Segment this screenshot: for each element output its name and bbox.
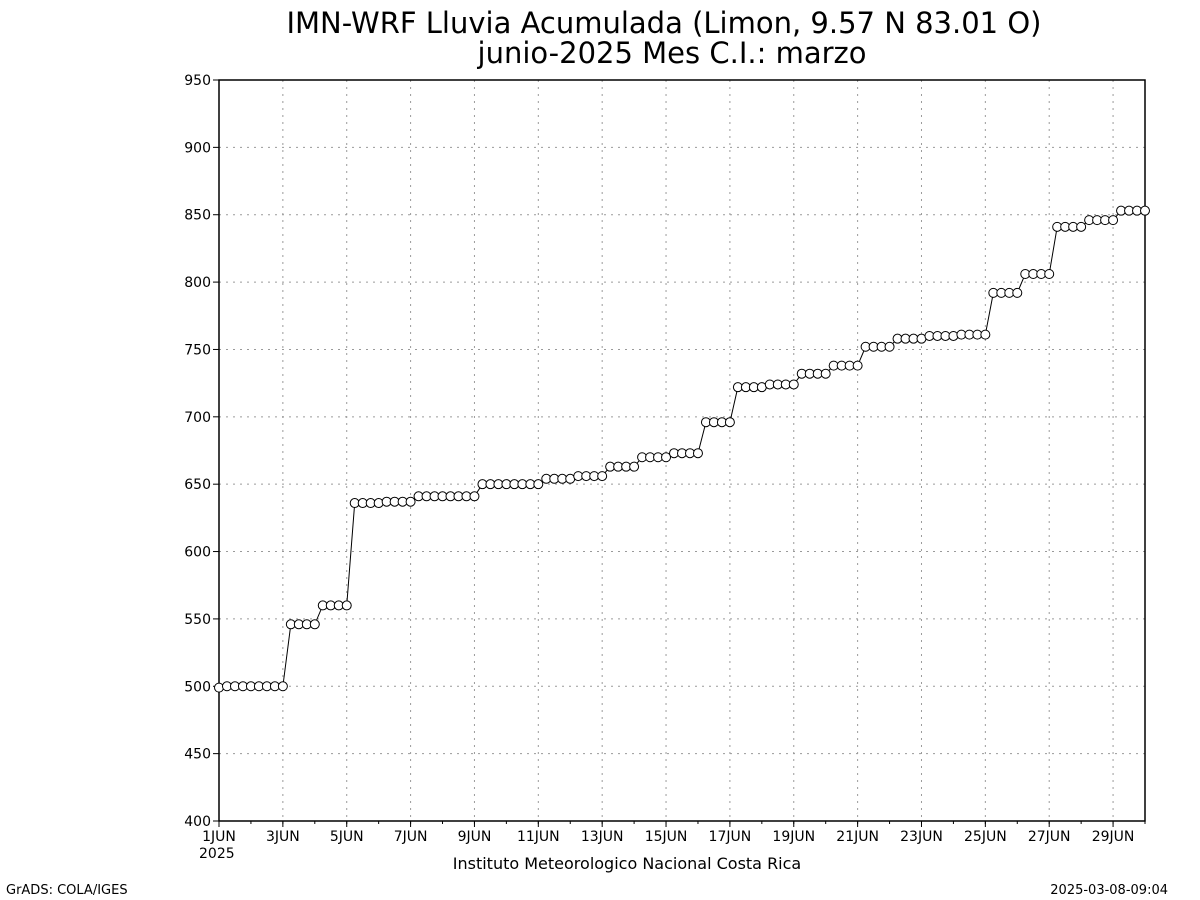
plot-frame	[218, 79, 1146, 822]
data-point	[1044, 269, 1055, 280]
y-tick-label: 600	[184, 545, 211, 561]
x-tick-label: 19JUN	[772, 829, 815, 845]
data-point	[341, 600, 352, 611]
data-point	[309, 619, 320, 630]
data-point	[597, 471, 608, 482]
data-point	[533, 479, 544, 490]
x-tick-label: 5JUN	[330, 829, 364, 845]
y-tick-label: 850	[184, 208, 211, 224]
x-tick-label: 25JUN	[964, 829, 1007, 845]
x-tick-label: 3JUN	[266, 829, 300, 845]
data-point	[788, 379, 799, 390]
x-tick-label: 1JUN	[202, 829, 236, 845]
data-point	[1108, 215, 1119, 226]
data-point	[661, 452, 672, 463]
y-tick-label: 550	[184, 612, 211, 628]
data-point	[980, 329, 991, 340]
x-tick-label: 21JUN	[836, 829, 879, 845]
x-tick-label: 13JUN	[581, 829, 624, 845]
data-point	[629, 461, 640, 472]
data-point	[1140, 205, 1150, 216]
y-tick-label: 650	[184, 477, 211, 493]
data-point	[373, 498, 384, 509]
data-point	[852, 360, 863, 371]
x-tick-label: 9JUN	[458, 829, 492, 845]
data-point	[214, 682, 224, 693]
data-point	[692, 448, 703, 459]
data-point	[469, 491, 480, 502]
grid-lines	[219, 80, 1145, 821]
x-axis: 1JUN 3JUN 5JUN 7JUN 9JUN 11JUN 13JUN 15JUN 17JUN…	[202, 821, 1146, 845]
chart-title: IMN-WRF Lluvia Acumulada (Limon, 9.57 N …	[286, 6, 1041, 40]
x-year-label: 2025	[199, 846, 235, 862]
x-tick-label: 27JUN	[1028, 829, 1071, 845]
x-tick-label: 7JUN	[394, 829, 428, 845]
y-tick-label: 800	[184, 275, 211, 291]
y-tick-label: 500	[184, 679, 211, 695]
chart-subtitle: junio-2025 Mes C.I.: marzo	[477, 36, 867, 70]
x-tick-label: 17JUN	[709, 829, 752, 845]
y-tick-label: 950	[184, 73, 211, 89]
y-tick-label: 450	[184, 747, 211, 763]
data-point	[277, 681, 288, 692]
data-point	[405, 496, 416, 507]
footer-timestamp: 2025-03-08-09:04	[1050, 883, 1168, 898]
y-tick-label: 900	[184, 140, 211, 156]
y-axis: 400 450 500 550 600 650 700 750 800 850 900 950	[184, 73, 219, 830]
y-tick-label: 400	[184, 814, 211, 830]
x-axis-label: Instituto Meteorologico Nacional Costa R…	[453, 854, 801, 873]
data-point	[724, 417, 735, 428]
footer-credit: GrADS: COLA/IGES	[6, 883, 128, 898]
data-point	[884, 341, 895, 352]
data-point	[1012, 287, 1023, 298]
data-point	[820, 368, 831, 379]
y-tick-label: 700	[184, 410, 211, 426]
data-point	[948, 330, 959, 341]
y-tick-label: 750	[184, 342, 211, 358]
x-tick-label: 29JUN	[1092, 829, 1135, 845]
data-point	[1076, 221, 1087, 232]
x-tick-label: 23JUN	[900, 829, 943, 845]
x-tick-label: 11JUN	[517, 829, 560, 845]
x-tick-label: 15JUN	[645, 829, 688, 845]
series-layer	[214, 205, 1150, 693]
